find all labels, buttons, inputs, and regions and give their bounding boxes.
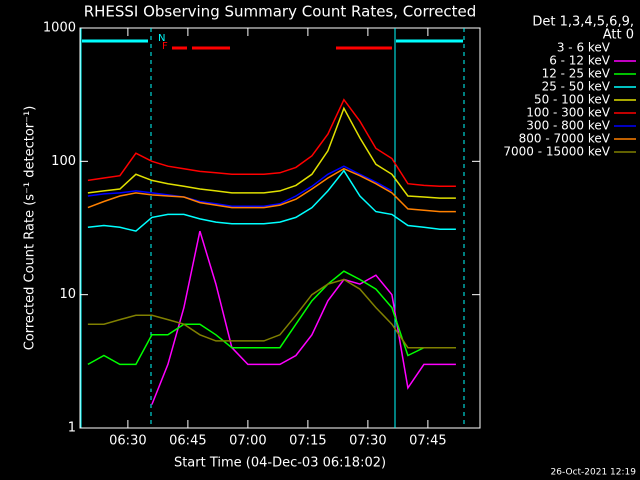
legend-title: Att 0 (603, 28, 634, 43)
y-tick-label: 100 (51, 154, 76, 169)
timestamp: 26-Oct-2021 12:19 (551, 468, 637, 478)
legend-label: 12 - 25 keV (542, 67, 611, 81)
y-axis-label: Corrected Count Rate (s⁻¹ detector⁻¹) (23, 106, 38, 351)
legend-label: 300 - 800 keV (526, 119, 610, 133)
series-line (87, 106, 456, 199)
x-tick-label: 07:30 (349, 434, 386, 449)
series-line (135, 214, 393, 389)
series-line (87, 278, 456, 349)
x-tick-label: 06:30 (109, 434, 146, 449)
series-line (87, 165, 393, 208)
x-tick-label: 07:00 (229, 434, 266, 449)
legend-label: 7000 - 15000 keV (503, 145, 610, 159)
legend-title: Det 1,3,4,5,6,9, (532, 15, 634, 30)
series-line (151, 230, 456, 405)
y-tick-label: 10 (59, 287, 76, 302)
legend-label: 6 - 12 keV (549, 54, 611, 68)
legend-label: 100 - 300 keV (526, 106, 610, 120)
x-tick-label: 06:45 (169, 434, 206, 449)
legend-label: 3 - 6 keV (557, 41, 611, 55)
y-tick-label: 1000 (43, 21, 76, 36)
plot-area: N F (79, 27, 481, 429)
x-tick-label: 07:45 (409, 434, 446, 449)
plot-frame (79, 27, 481, 429)
series-line (87, 167, 456, 213)
legend-label: 25 - 50 keV (542, 80, 611, 94)
x-axis-label: Start Time (04-Dec-03 06:18:02) (174, 456, 386, 471)
legend-label: 800 - 7000 keV (519, 132, 611, 146)
series-line (87, 270, 456, 366)
chart-title: RHESSI Observing Summary Count Rates, Co… (84, 3, 477, 21)
annotation: F (162, 41, 168, 52)
y-tick-label: 1 (68, 421, 76, 436)
series-line (87, 98, 456, 188)
annotation: N (158, 33, 165, 44)
legend-label: 50 - 100 keV (534, 93, 611, 107)
x-tick-label: 07:15 (289, 434, 326, 449)
series-line (87, 169, 456, 232)
